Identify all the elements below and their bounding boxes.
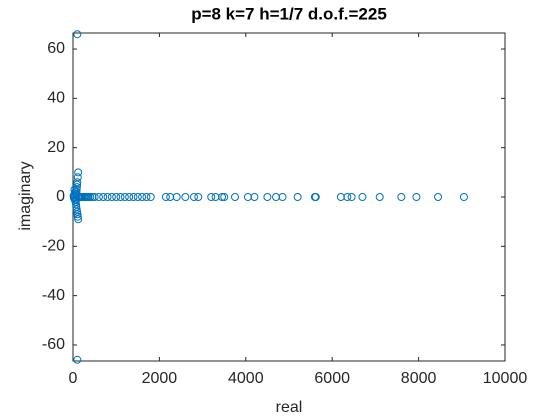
point — [181, 193, 190, 201]
point — [99, 193, 108, 201]
point — [142, 193, 151, 201]
y-tick-label: 40 — [47, 90, 65, 107]
y-tick-label: -20 — [42, 238, 65, 255]
x-tick-label: 6000 — [314, 370, 350, 387]
x-tick-label: 2000 — [142, 370, 178, 387]
point — [358, 193, 367, 201]
point — [138, 193, 147, 201]
y-tick-label: 0 — [56, 188, 65, 205]
point — [194, 193, 203, 201]
point — [412, 193, 421, 201]
y-tick-label: -40 — [42, 287, 65, 304]
point — [211, 193, 220, 201]
point — [74, 168, 83, 177]
x-axis-label: real — [276, 399, 303, 416]
point — [112, 193, 121, 201]
point — [73, 355, 82, 364]
point — [397, 193, 406, 201]
point — [250, 193, 259, 201]
point — [125, 193, 134, 201]
point — [73, 30, 82, 39]
point — [434, 193, 443, 201]
point — [311, 193, 320, 201]
y-axis-label: imaginary — [17, 161, 34, 230]
point — [336, 193, 345, 201]
point — [272, 193, 281, 201]
point — [243, 193, 252, 201]
point — [343, 193, 352, 201]
point — [375, 193, 384, 201]
point — [293, 193, 302, 201]
point — [74, 215, 83, 224]
x-tick-label: 0 — [69, 370, 78, 387]
y-tick-label: -60 — [42, 336, 65, 353]
point — [459, 193, 468, 201]
point — [94, 193, 103, 201]
point — [90, 193, 99, 201]
point — [220, 193, 229, 201]
point — [70, 185, 79, 194]
point — [347, 193, 356, 201]
point — [73, 210, 82, 219]
y-tick-label: 20 — [47, 139, 65, 156]
point — [116, 193, 125, 201]
point — [72, 185, 81, 194]
point — [161, 193, 170, 201]
point — [88, 193, 97, 201]
point — [86, 193, 95, 201]
point — [129, 193, 138, 201]
x-tick-label: 10000 — [483, 370, 528, 387]
point — [278, 193, 287, 201]
point — [189, 193, 198, 201]
point — [231, 193, 239, 201]
y-tick-label: 60 — [47, 40, 65, 57]
x-tick-label: 8000 — [401, 370, 437, 387]
chart-title: p=8 k=7 h=1/7 d.o.f.=225 — [191, 4, 387, 23]
point — [218, 193, 227, 201]
point — [207, 193, 216, 201]
point — [146, 193, 155, 201]
point — [172, 193, 181, 201]
point — [107, 193, 116, 201]
point — [103, 193, 112, 201]
point — [166, 193, 175, 201]
point — [133, 193, 142, 201]
point — [120, 193, 129, 201]
point — [263, 193, 272, 201]
x-tick-label: 4000 — [228, 370, 264, 387]
